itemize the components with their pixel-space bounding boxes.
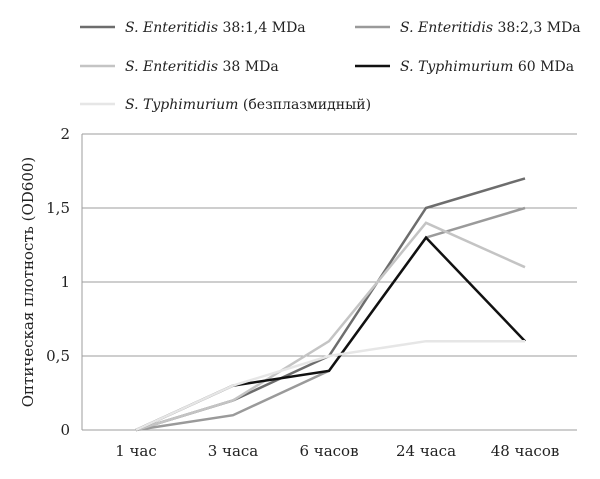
series-line-3 [135,221,526,432]
legend-label: S. Enteritidis 38:2,3 MDa [400,20,581,36]
legend-item: S. Enteritidis 38:1,4 MDa [80,20,306,36]
legend: S. Enteritidis 38:1,4 MDa S. Enteritidis … [80,20,581,113]
legend-item: S. Typhimurium 60 MDa [355,59,574,75]
x-tick-label: 24 часа [396,442,456,460]
series-line-5 [135,339,525,432]
legend-label: S. Enteritidis 38 MDa [125,59,279,75]
y-tick-label: 1,5 [46,199,70,217]
legend-item: S. Typhimurium (безплазмидный) [80,97,371,113]
legend-item: S. Enteritidis 38 MDa [80,59,279,75]
x-axis-ticks: 1 час 3 часа 6 часов 24 часа 48 часов [115,442,559,460]
legend-label: S. Enteritidis 38:1,4 MDa [125,20,306,36]
grid [81,133,577,431]
series-line-4 [135,235,526,432]
series-lines [135,177,526,432]
y-axis-label: Оптическая плотность (OD600) [19,157,37,408]
legend-label: S. Typhimurium (безплазмидный) [125,97,371,113]
x-tick-label: 1 час [115,442,157,460]
legend-label: S. Typhimurium 60 MDa [400,59,574,75]
y-tick-label: 2 [60,125,70,143]
series-line-1 [135,177,526,432]
y-tick-label: 1 [60,273,70,291]
x-tick-label: 6 часов [299,442,358,460]
x-tick-label: 3 часа [208,442,259,460]
x-tick-label: 48 часов [491,442,560,460]
y-axis-ticks: 0 0,5 1 1,5 2 [46,125,70,439]
y-tick-label: 0,5 [46,347,70,365]
legend-item: S. Enteritidis 38:2,3 MDa [355,20,581,36]
y-tick-label: 0 [60,421,70,439]
